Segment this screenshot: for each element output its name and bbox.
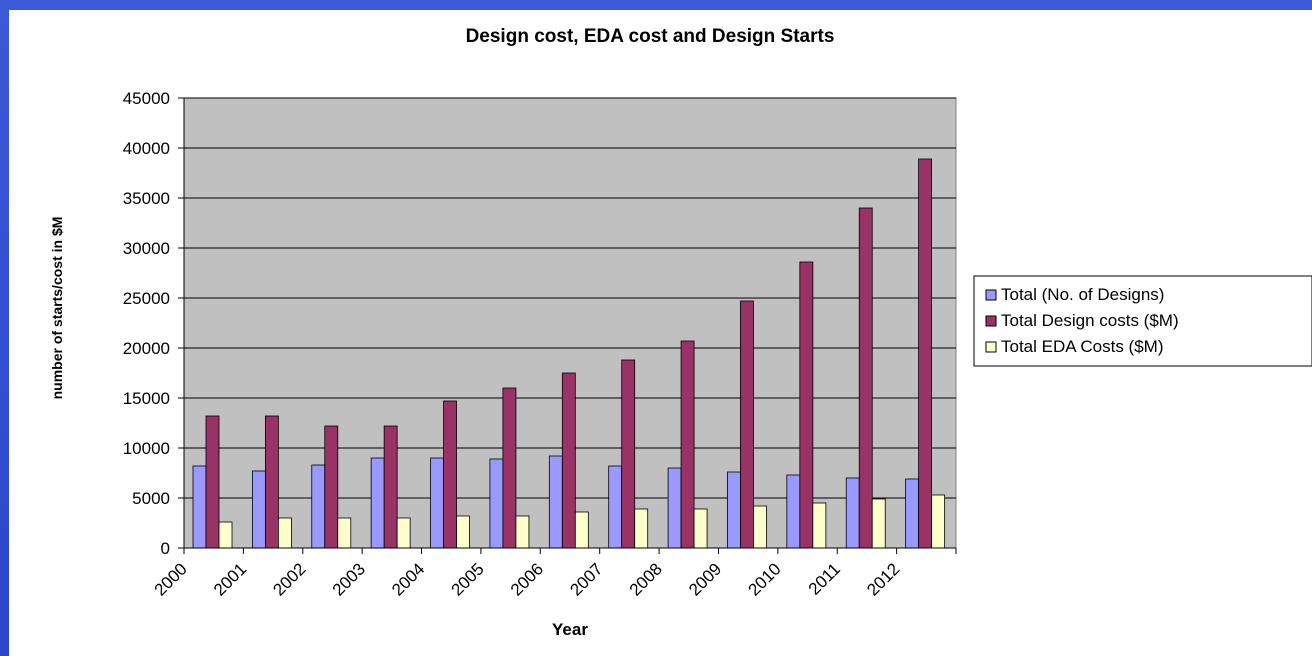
bar-1-2000 (192, 465, 207, 549)
bar-1-2007 (608, 465, 623, 549)
x-tick-label: 2012 (863, 559, 903, 599)
bar-3-2001 (277, 517, 292, 549)
legend-items: Total (No. of Designs) Total Design costs… (985, 285, 1179, 356)
bar-2-2002 (324, 425, 339, 549)
y-axis-label: number of starts/cost in $M (49, 217, 65, 400)
legend-label-1: Total (No. of Designs) (1001, 285, 1164, 304)
bar-2-2005 (502, 387, 517, 549)
bars (192, 158, 946, 549)
y-tick-label: 25000 (123, 289, 170, 308)
bar-3-2006 (574, 511, 589, 549)
bar-3-2011 (871, 498, 886, 549)
x-tick-label: 2001 (210, 559, 250, 599)
legend-swatch-1 (985, 289, 997, 301)
bar-3-2002 (337, 517, 352, 549)
legend-frame (973, 275, 1312, 367)
bar-2-2007 (621, 359, 636, 549)
bar-3-2012 (931, 494, 946, 549)
bar-1-2004 (430, 457, 444, 549)
legend-swatch-3 (985, 341, 997, 353)
y-tick-label: 30000 (123, 239, 170, 258)
legend-label-2: Total Design costs ($M) (1001, 311, 1179, 330)
legend: Total (No. of Designs) Total Design costs… (973, 275, 1312, 367)
x-tick-label: 2000 (151, 559, 191, 599)
x-axis-label: Year (552, 620, 588, 639)
axes (178, 97, 957, 554)
x-tick-label: 2003 (329, 559, 369, 599)
bar-2-2009 (740, 300, 754, 549)
x-tick-label: 2011 (805, 559, 844, 598)
bar-1-2008 (667, 467, 682, 549)
x-tick-label: 2008 (626, 559, 666, 599)
bar-1-2002 (311, 464, 326, 549)
bar-2-2008 (680, 340, 695, 549)
y-tick-label: 10000 (123, 439, 170, 458)
x-tick-label: 2002 (269, 559, 309, 599)
bar-2-2003 (383, 425, 398, 549)
bar-3-2008 (693, 508, 708, 549)
bar-1-2012 (905, 478, 920, 549)
legend-swatch-2 (985, 315, 997, 327)
bar-2-2004 (443, 400, 457, 549)
y-tick-labels: 0 5000 10000 15000 20000 25000 30000 35000 40000… (123, 89, 170, 558)
bar-1-2006 (548, 455, 563, 549)
y-tick-label: 15000 (123, 389, 170, 408)
bar-3-2010 (812, 502, 827, 549)
bar-1-2011 (845, 477, 860, 549)
bar-1-2005 (489, 458, 504, 549)
bar-2-2000 (205, 415, 220, 549)
legend-label-3: Total EDA Costs ($M) (1001, 337, 1164, 356)
bar-3-2009 (753, 505, 767, 549)
bar-3-2005 (515, 515, 530, 549)
x-tick-label: 2009 (685, 559, 725, 599)
x-tick-label: 2004 (388, 559, 428, 599)
x-tick-label: 2005 (448, 559, 488, 599)
bar-2-2012 (918, 158, 933, 549)
bar-2-2010 (799, 261, 814, 549)
chart-title: Design cost, EDA cost and Design Starts (466, 26, 835, 47)
y-tick-label: 5000 (132, 489, 170, 508)
x-tick-label: 2010 (744, 559, 784, 599)
bar-3-2000 (218, 521, 233, 549)
y-tick-label: 35000 (123, 189, 170, 208)
bar-3-2004 (456, 515, 470, 549)
x-tick-label: 2006 (507, 559, 547, 599)
bar-3-2003 (396, 517, 411, 549)
bar-1-2003 (370, 457, 385, 549)
y-tick-label: 0 (161, 539, 170, 558)
bar-1-2009 (727, 471, 741, 549)
bar-1-2001 (251, 470, 266, 549)
bar-2-2011 (858, 207, 873, 549)
bar-2-2006 (561, 372, 576, 549)
bar-1-2010 (786, 474, 801, 549)
bar-3-2007 (634, 508, 649, 549)
x-tick-label: 2007 (566, 559, 606, 599)
y-tick-label: 20000 (123, 339, 170, 358)
y-tick-label: 45000 (123, 89, 170, 108)
bar-2-2001 (264, 415, 279, 549)
y-tick-label: 40000 (123, 139, 170, 158)
x-tick-labels: 2000 2001 2002 2003 2004 2005 2006 2007 2008 2009… (151, 559, 904, 599)
